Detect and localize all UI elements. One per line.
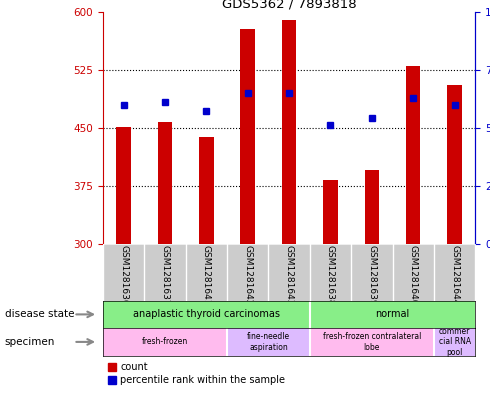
Bar [310, 328, 434, 356]
Bar [434, 328, 475, 356]
Bar [406, 66, 420, 244]
Text: GSM1281639: GSM1281639 [368, 245, 376, 305]
Text: disease state: disease state [5, 309, 74, 320]
Text: GSM1281637: GSM1281637 [160, 245, 170, 305]
Bar [103, 328, 227, 356]
Bar [158, 121, 172, 244]
Bar [310, 301, 475, 328]
Text: GSM1281640: GSM1281640 [409, 245, 418, 305]
Text: commer
cial RNA
pool: commer cial RNA pool [439, 327, 471, 357]
Text: GSM1281644: GSM1281644 [450, 245, 459, 305]
Bar [103, 301, 310, 328]
Title: GDS5362 / 7893818: GDS5362 / 7893818 [222, 0, 356, 11]
Text: fresh-frozen: fresh-frozen [142, 338, 188, 346]
Text: GSM1281643: GSM1281643 [285, 245, 294, 305]
Text: GSM1281642: GSM1281642 [243, 245, 252, 305]
Text: GSM1281641: GSM1281641 [202, 245, 211, 305]
Text: specimen: specimen [5, 337, 55, 347]
Text: fresh-frozen contralateral
lobe: fresh-frozen contralateral lobe [323, 332, 421, 352]
Bar [116, 127, 131, 244]
Bar [282, 20, 296, 244]
Bar [447, 85, 462, 244]
Bar [241, 29, 255, 244]
Text: normal: normal [375, 309, 410, 320]
Bar [323, 180, 338, 244]
Bar [365, 170, 379, 244]
Bar [227, 328, 310, 356]
Text: fine-needle
aspiration: fine-needle aspiration [247, 332, 290, 352]
Text: anaplastic thyroid carcinomas: anaplastic thyroid carcinomas [133, 309, 280, 320]
Text: GSM1281638: GSM1281638 [326, 245, 335, 305]
Legend: count, percentile rank within the sample: count, percentile rank within the sample [108, 362, 285, 386]
Bar [199, 137, 214, 244]
Text: GSM1281636: GSM1281636 [119, 245, 128, 305]
